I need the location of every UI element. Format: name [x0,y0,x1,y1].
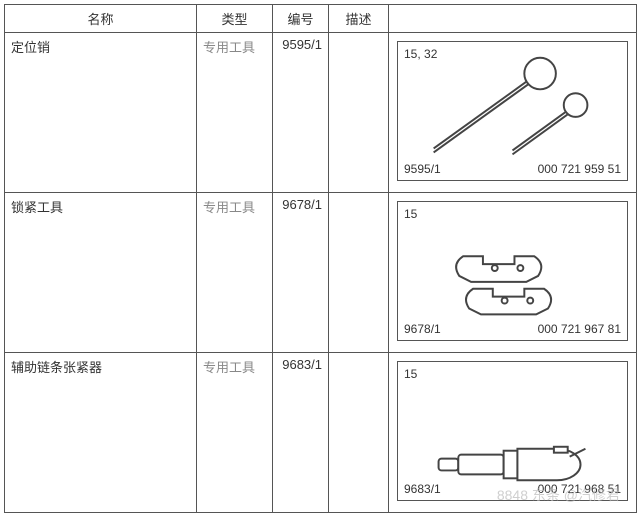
tool-image-box: 15, 32 9595/1 000 721 959 5 [397,41,628,181]
cell-name: 锁紧工具 [5,193,197,353]
locating-pin-icon [398,42,627,180]
table-row: 锁紧工具 专用工具 9678/1 15 9678 [5,193,637,353]
tools-table: 名称 类型 编号 描述 定位销 专用工具 9595/1 15, 32 [4,4,637,513]
cell-image: 15, 32 9595/1 000 721 959 5 [389,33,637,193]
locking-tool-icon [398,202,627,340]
table-header-row: 名称 类型 编号 描述 [5,5,637,33]
tool-image-box: 15 9678/1 000 721 967 81 [397,201,628,341]
table-row: 辅助链条张紧器 专用工具 9683/1 15 [5,353,637,513]
header-name: 名称 [5,5,197,33]
cell-number: 9678/1 [273,193,329,353]
cell-number: 9595/1 [273,33,329,193]
cell-name: 定位销 [5,33,197,193]
chain-tensioner-icon [398,362,627,500]
cell-type: 专用工具 [197,353,273,513]
cell-type: 专用工具 [197,193,273,353]
image-bottom-right: 000 721 967 81 [538,322,621,336]
image-bottom-right: 000 721 959 51 [538,162,621,176]
header-image [389,5,637,33]
cell-number: 9683/1 [273,353,329,513]
tool-image-box: 15 9683/1 000 721 968 51 [397,361,628,501]
cell-name: 辅助链条张紧器 [5,353,197,513]
header-number: 编号 [273,5,329,33]
cell-image: 15 9683/1 000 721 968 51 [389,353,637,513]
cell-desc [329,33,389,193]
cell-image: 15 9678/1 000 721 967 81 [389,193,637,353]
cell-desc [329,193,389,353]
image-bottom-left: 9683/1 [404,482,441,496]
header-desc: 描述 [329,5,389,33]
cell-desc [329,353,389,513]
image-bottom-left: 9678/1 [404,322,441,336]
image-bottom-right: 000 721 968 51 [538,482,621,496]
header-type: 类型 [197,5,273,33]
table-row: 定位销 专用工具 9595/1 15, 32 [5,33,637,193]
image-bottom-left: 9595/1 [404,162,441,176]
cell-type: 专用工具 [197,33,273,193]
